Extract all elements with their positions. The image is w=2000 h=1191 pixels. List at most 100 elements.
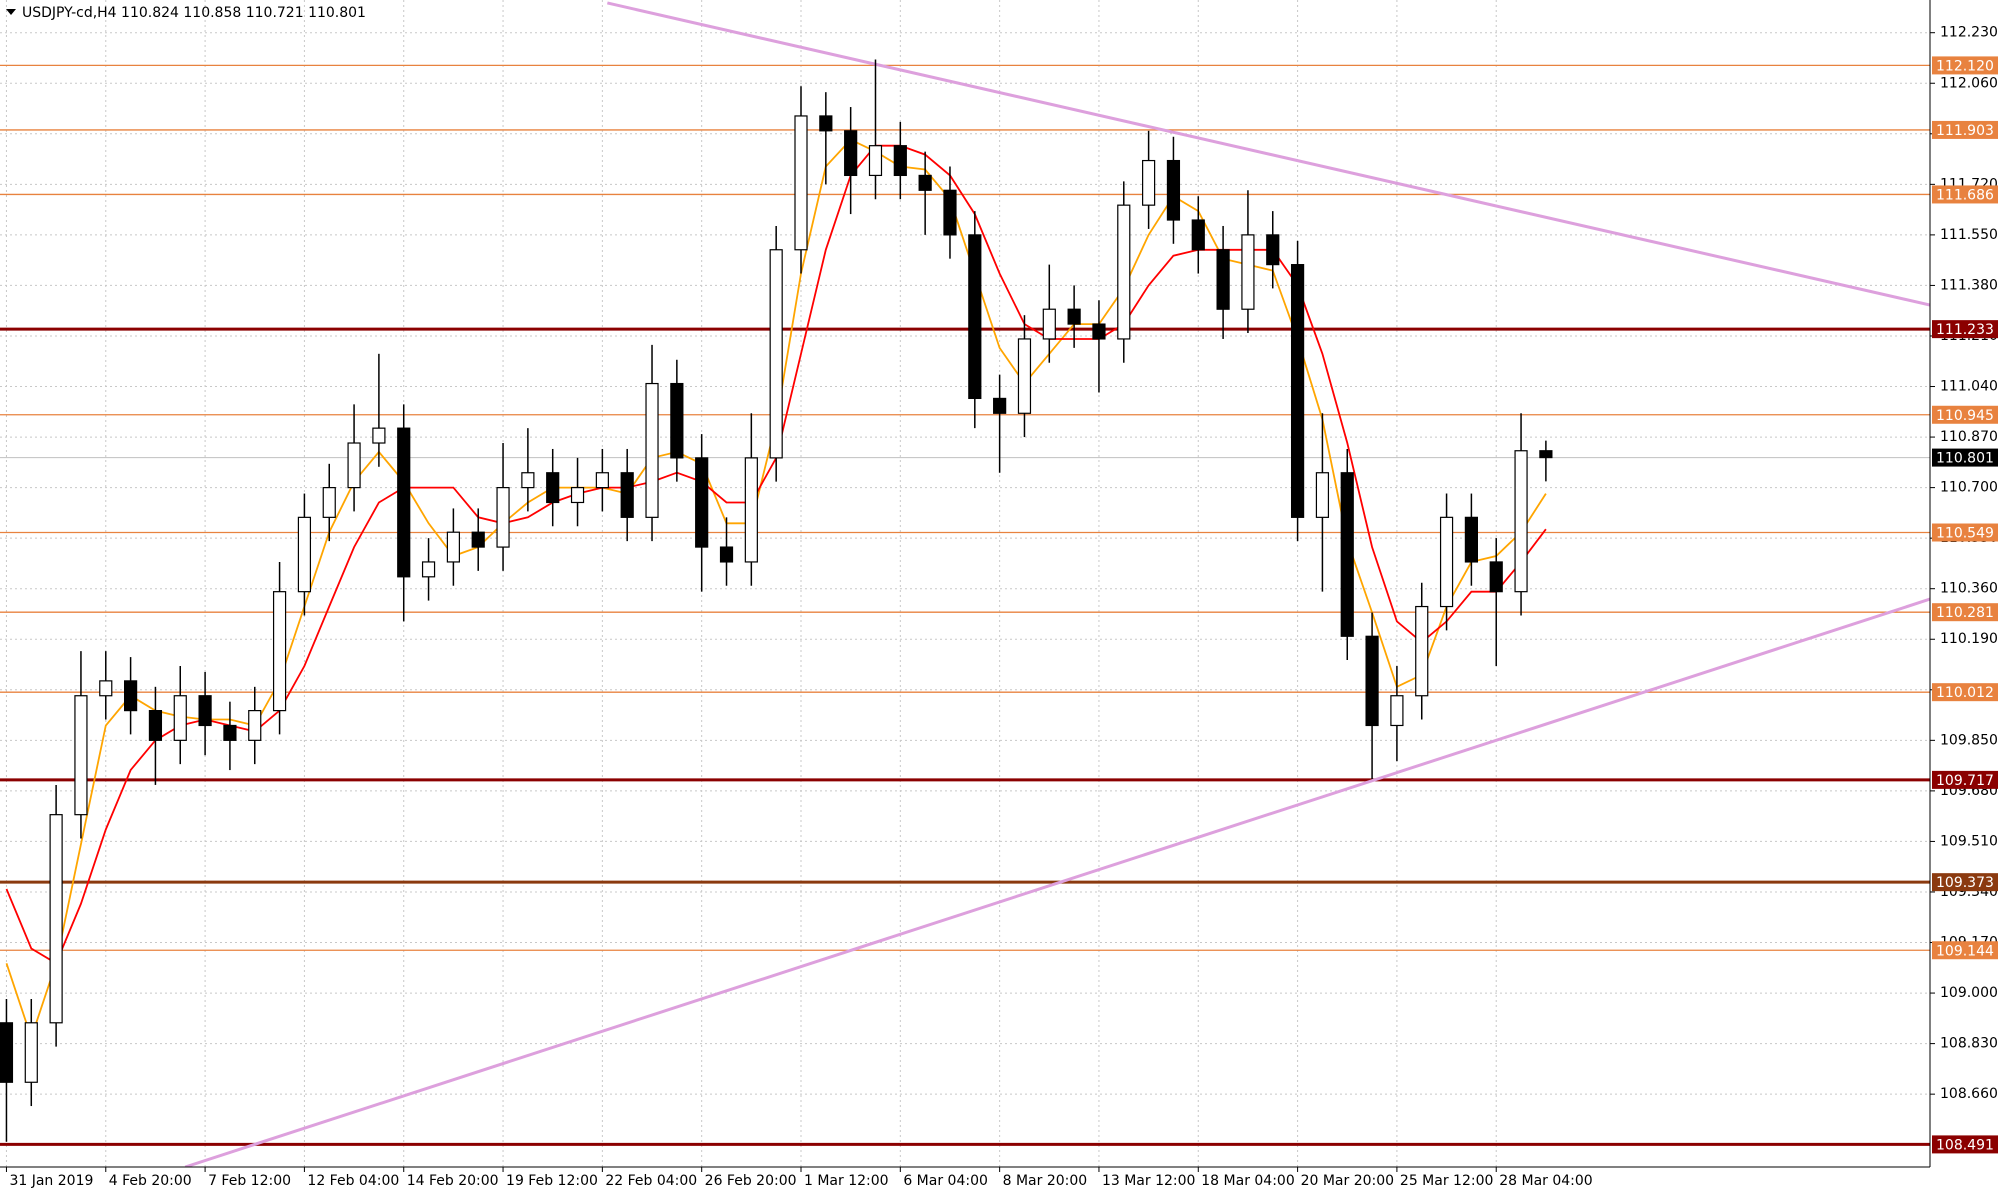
y-tick-label: 110.700 (1940, 480, 1998, 496)
candle-body (1142, 159, 1156, 206)
candle-body (1241, 234, 1255, 310)
candle-body (769, 249, 783, 459)
level-label: 111.903 (1936, 123, 1994, 139)
candle-body (421, 561, 436, 578)
y-tick-label: 108.830 (1940, 1036, 1998, 1052)
candle-body (1017, 338, 1032, 414)
level-label: 111.686 (1936, 187, 1994, 203)
x-tick-label: 7 Feb 12:00 (208, 1173, 291, 1189)
candle-body (645, 382, 659, 518)
level-label: 110.549 (1936, 526, 1994, 542)
candle-body (1415, 605, 1429, 697)
candle-body (1514, 450, 1528, 593)
candle-body (521, 472, 535, 489)
x-tick-label: 19 Feb 12:00 (506, 1173, 598, 1189)
level-tag (1932, 873, 1998, 892)
y-tick-label: 110.360 (1940, 581, 1998, 597)
candle-body (1464, 516, 1478, 563)
y-tick-label: 109.000 (1940, 985, 1998, 1001)
candle-body (223, 724, 237, 741)
candle-body (1067, 308, 1081, 325)
x-tick-label: 25 Mar 12:00 (1400, 1173, 1493, 1189)
price-tag (1932, 448, 1998, 467)
x-tick-label: 18 Mar 04:00 (1201, 1173, 1294, 1189)
candle-body (74, 695, 88, 816)
y-tick-label: 110.190 (1940, 631, 1998, 647)
candle-body (0, 1022, 14, 1083)
trendline (184, 597, 1930, 1167)
candle-body (99, 680, 113, 697)
candle-body (1266, 234, 1280, 266)
level-tag (1932, 405, 1998, 424)
candle-body (918, 174, 932, 191)
level-tag (1932, 1135, 1998, 1154)
y-tick-label: 110.870 (1940, 429, 1998, 445)
candle-body (570, 487, 585, 504)
candle-body (1489, 561, 1503, 593)
y-tick-label: 111.550 (1940, 227, 1998, 243)
candle-body (819, 115, 833, 132)
candle-body (1117, 204, 1131, 340)
candle-body (719, 546, 734, 563)
x-tick-label: 31 Jan 2019 (9, 1173, 93, 1189)
x-tick-label: 4 Feb 20:00 (109, 1173, 192, 1189)
candle-body (943, 189, 957, 236)
candle-body (893, 145, 907, 177)
candle-body (670, 382, 684, 459)
candle-body (446, 531, 460, 563)
level-label: 110.281 (1936, 605, 1994, 621)
candle-body (24, 1022, 38, 1083)
level-tag (1932, 603, 1998, 622)
level-tag (1932, 523, 1998, 542)
candle-body (322, 487, 336, 518)
x-tick-label: 22 Feb 04:00 (605, 1173, 697, 1189)
x-tick-label: 28 Mar 04:00 (1499, 1173, 1592, 1189)
candle-body (844, 130, 858, 177)
candle-body (1290, 264, 1305, 518)
candle-body (1315, 472, 1330, 518)
level-label: 109.373 (1936, 875, 1994, 891)
x-tick-label: 20 Mar 20:00 (1301, 1173, 1394, 1189)
level-label: 108.491 (1936, 1137, 1994, 1153)
price-axis: 112.230112.060111.890111.720111.550111.3… (5, 25, 1998, 1189)
x-tick-label: 12 Feb 04:00 (307, 1173, 399, 1189)
candle-body (595, 472, 609, 489)
x-tick-label: 26 Feb 20:00 (705, 1173, 797, 1189)
x-tick-label: 1 Mar 12:00 (804, 1173, 889, 1189)
candle-body (1216, 249, 1230, 310)
y-tick-label: 109.510 (1940, 833, 1998, 849)
level-label: 111.233 (1936, 322, 1994, 338)
candle-body (49, 814, 63, 1024)
level-tag (1932, 185, 1998, 204)
candle-body (1365, 635, 1379, 727)
y-tick-label: 112.060 (1940, 75, 1998, 91)
candle-body (695, 457, 709, 548)
candle-body (1539, 450, 1553, 459)
candle-body (173, 695, 187, 741)
level-tag (1932, 120, 1998, 139)
candle-body (148, 710, 163, 741)
candle-body (1166, 159, 1181, 221)
level-label: 112.120 (1936, 58, 1994, 74)
x-tick-label: 14 Feb 20:00 (407, 1173, 499, 1189)
x-tick-label: 13 Mar 12:00 (1102, 1173, 1195, 1189)
level-label: 109.717 (1936, 773, 1994, 789)
candle-body (272, 591, 287, 712)
candle-body (248, 710, 262, 741)
candle-body (347, 442, 361, 489)
level-tag (1932, 941, 1998, 960)
menu-arrow[interactable] (6, 9, 16, 15)
candle-body (124, 680, 138, 712)
candle-body (1390, 695, 1404, 727)
candle-body (198, 695, 212, 727)
candle-body (794, 115, 808, 251)
level-tag (1932, 56, 1998, 75)
level-label: 109.144 (1936, 943, 1994, 959)
candle-body (1439, 516, 1454, 608)
candle-body (620, 472, 634, 518)
x-tick-label: 6 Mar 04:00 (903, 1173, 988, 1189)
y-tick-label: 108.660 (1940, 1086, 1998, 1102)
candle-body (1340, 472, 1354, 637)
candle-body (744, 457, 758, 563)
